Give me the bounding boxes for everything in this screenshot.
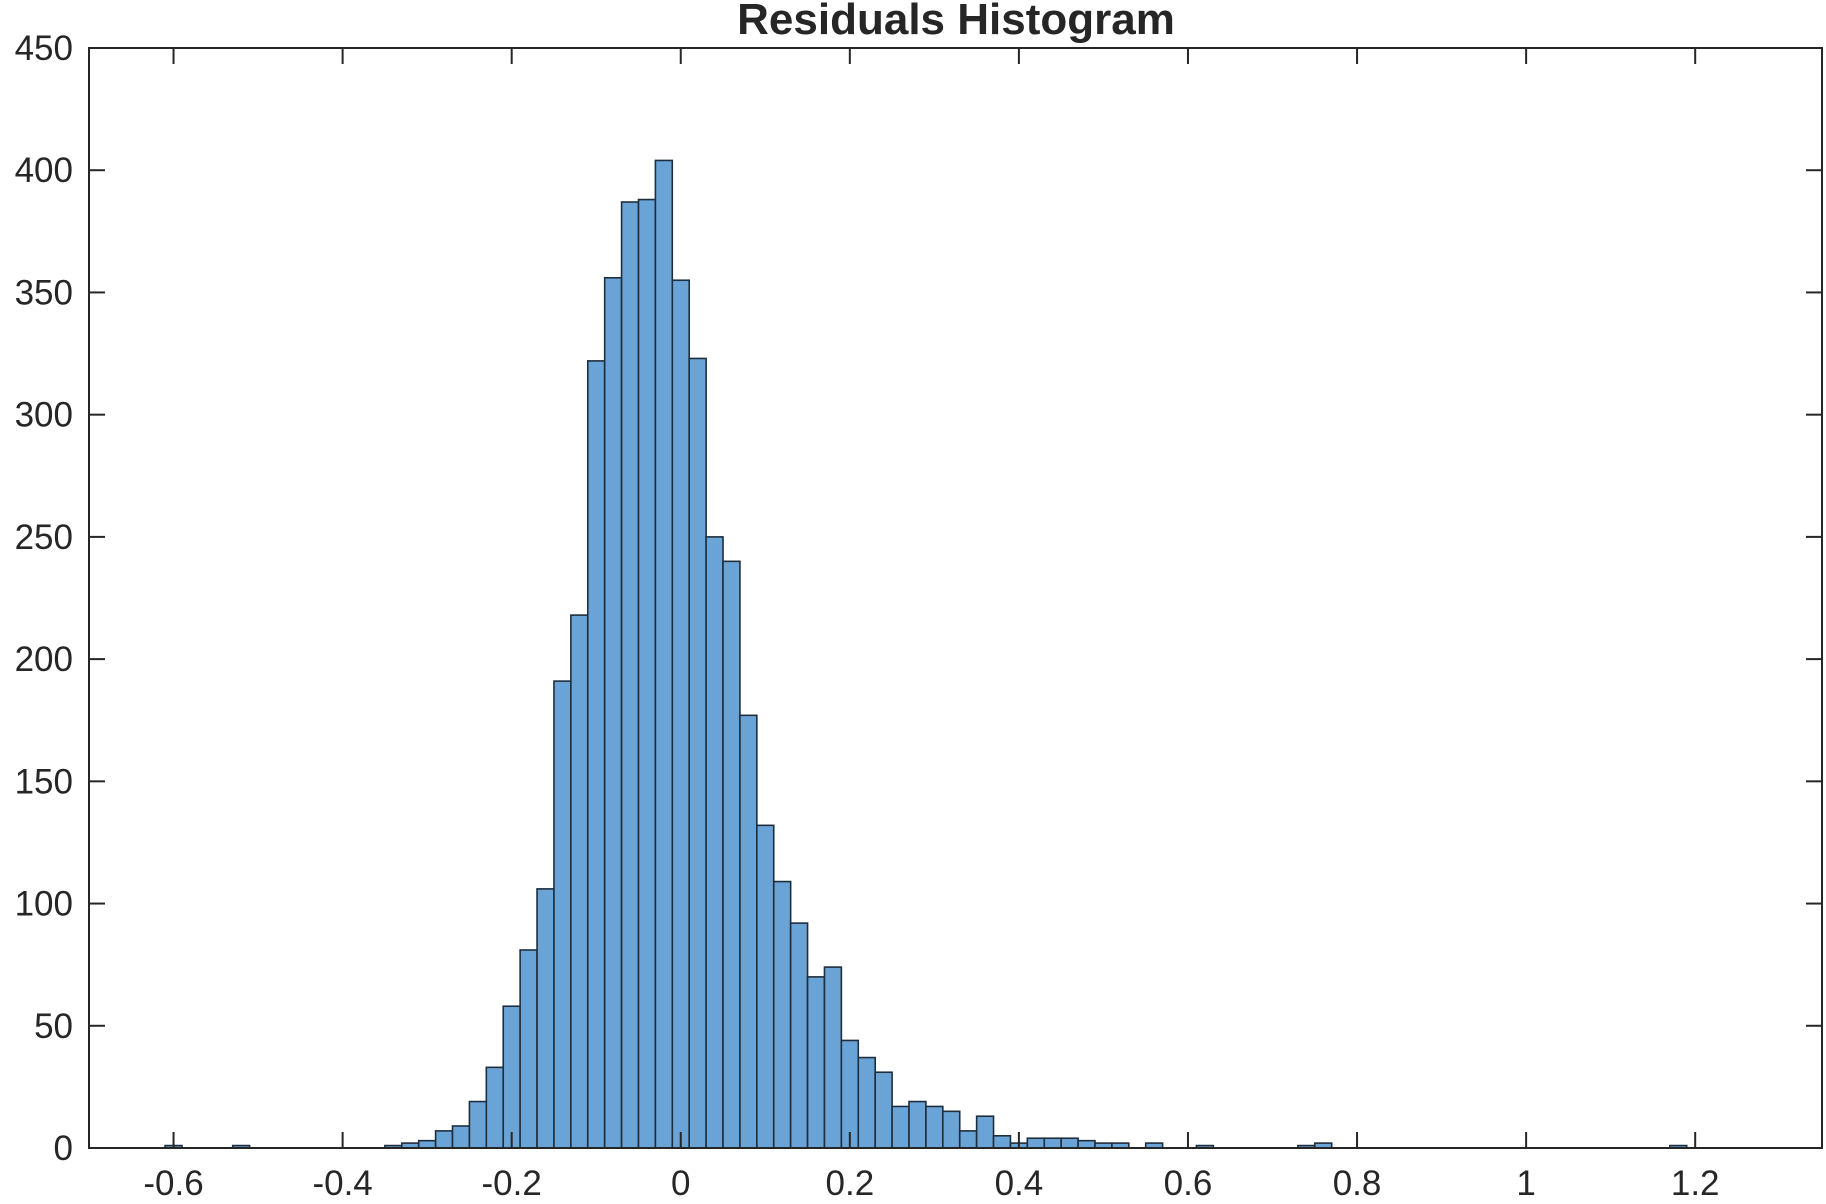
y-tick-label: 100 <box>15 885 73 924</box>
histogram-bar <box>485 1066 505 1149</box>
histogram-bar <box>519 949 538 1149</box>
x-tick-label: 0.6 <box>1164 1164 1213 1203</box>
histogram-bar <box>840 1039 860 1149</box>
histogram-bar <box>722 560 741 1149</box>
histogram-bar <box>756 824 775 1149</box>
histogram-bar <box>739 714 758 1149</box>
x-tick-label: -0.6 <box>143 1164 203 1203</box>
x-tick-label: 1.2 <box>1671 1164 1720 1203</box>
histogram-bar <box>789 922 809 1149</box>
x-axis-tick-labels: -0.6 -0.4 -0.2 0 0.2 0.4 0.6 0.8 1 1.2 <box>143 1164 1719 1203</box>
y-tick-label: 300 <box>15 396 73 435</box>
histogram-bar <box>891 1105 910 1149</box>
histogram-bar <box>772 880 792 1149</box>
histogram-bar <box>468 1100 488 1149</box>
histogram-bar <box>975 1115 995 1149</box>
y-tick-label: 400 <box>15 151 73 190</box>
plot-area-frame <box>88 47 1823 1149</box>
histogram-bars <box>164 159 1688 1149</box>
histogram-bar <box>451 1125 471 1149</box>
histogram-bar <box>992 1134 1012 1149</box>
y-tick-label: 450 <box>15 29 73 68</box>
histogram-bar <box>620 201 640 1149</box>
histogram-bar <box>806 976 826 1149</box>
histogram-bar <box>908 1100 927 1149</box>
y-tick-label: 50 <box>34 1007 73 1046</box>
y-tick-label: 150 <box>15 762 73 801</box>
histogram-bar <box>942 1110 961 1149</box>
y-tick-label: 0 <box>54 1129 73 1168</box>
histogram-bar <box>536 888 555 1149</box>
histogram-bar <box>857 1056 876 1149</box>
histogram-bar <box>654 159 674 1149</box>
histogram-bar <box>823 966 843 1149</box>
histogram-bar <box>705 536 724 1149</box>
y-tick-label: 200 <box>15 640 73 679</box>
y-tick-label: 350 <box>15 273 73 312</box>
histogram-bar <box>603 276 623 1149</box>
axis-ticks <box>89 47 1822 1149</box>
histogram-bar <box>1060 1137 1079 1149</box>
histogram-bar <box>1026 1137 1046 1149</box>
histogram-bar <box>1043 1137 1062 1149</box>
histogram-bar <box>1077 1139 1096 1149</box>
x-tick-label: 1 <box>1516 1164 1535 1203</box>
histogram-bar <box>434 1130 454 1149</box>
x-tick-label: 0.4 <box>995 1164 1044 1203</box>
histogram-bar <box>502 1005 521 1149</box>
x-tick-label: -0.4 <box>312 1164 372 1203</box>
histogram-bar <box>553 680 572 1149</box>
histogram-bar <box>925 1105 944 1149</box>
x-tick-label: 0 <box>671 1164 690 1203</box>
histogram-bar <box>637 198 657 1149</box>
x-tick-label: 0.2 <box>826 1164 875 1203</box>
histogram-bar <box>586 360 606 1149</box>
histogram-bar <box>417 1139 437 1149</box>
y-axis-tick-labels: 0 50 100 150 200 250 300 350 400 450 <box>15 29 73 1168</box>
x-tick-label: -0.2 <box>482 1164 542 1203</box>
histogram-bar <box>958 1130 978 1149</box>
histogram-bar <box>570 614 589 1149</box>
histogram-bar <box>688 357 707 1149</box>
x-tick-label: 0.8 <box>1333 1164 1382 1203</box>
histogram-bar <box>671 279 691 1149</box>
chart-title: Residuals Histogram <box>737 0 1175 44</box>
histogram-bar <box>874 1071 893 1149</box>
y-tick-label: 250 <box>15 518 73 557</box>
